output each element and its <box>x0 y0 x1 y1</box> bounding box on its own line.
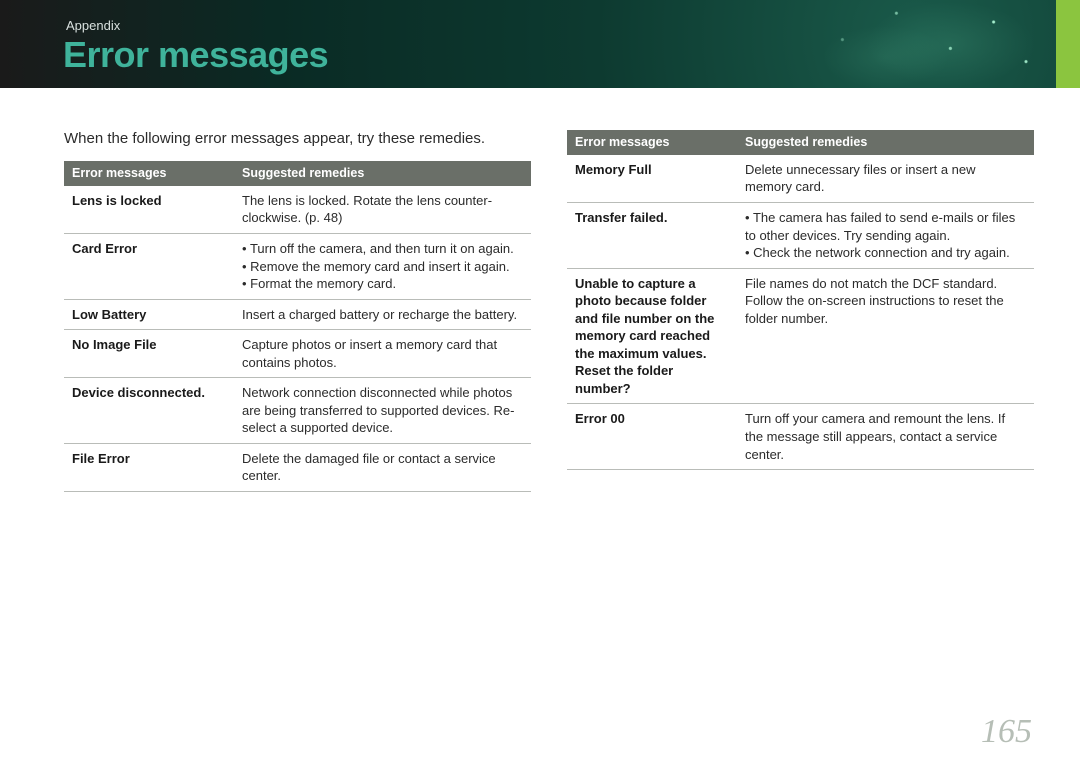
section-label: Appendix <box>66 18 120 33</box>
error-name: Memory Full <box>567 155 737 203</box>
error-name: Device disconnected. <box>64 378 234 444</box>
error-table-left: Error messages Suggested remedies Lens i… <box>64 161 531 492</box>
intro-text: When the following error messages appear… <box>64 130 531 147</box>
remedy-cell: The lens is locked. Rotate the lens coun… <box>234 186 531 234</box>
content-columns: When the following error messages appear… <box>64 130 1034 492</box>
error-table-right: Error messages Suggested remedies Memory… <box>567 130 1034 470</box>
error-name: Card Error <box>64 233 234 299</box>
remedy-list: Turn off the camera, and then turn it on… <box>242 240 523 293</box>
remedy-item: The camera has failed to send e-mails or… <box>745 209 1026 244</box>
table-row: Unable to capture a photo because folder… <box>567 268 1034 404</box>
error-name: Lens is locked <box>64 186 234 234</box>
table-row: Memory FullDelete unnecessary files or i… <box>567 155 1034 203</box>
right-column: Error messages Suggested remedies Memory… <box>567 130 1034 492</box>
error-name: Transfer failed. <box>567 202 737 268</box>
table-row: Low BatteryInsert a charged battery or r… <box>64 299 531 330</box>
page: Appendix Error messages When the followi… <box>0 0 1080 765</box>
remedy-list: The camera has failed to send e-mails or… <box>745 209 1026 262</box>
remedy-cell: Insert a charged battery or recharge the… <box>234 299 531 330</box>
remedy-cell: Delete unnecessary files or insert a new… <box>737 155 1034 203</box>
right-table-body: Memory FullDelete unnecessary files or i… <box>567 155 1034 470</box>
th-error: Error messages <box>64 161 234 186</box>
error-name: Low Battery <box>64 299 234 330</box>
remedy-item: Turn off the camera, and then turn it on… <box>242 240 523 258</box>
remedy-item: Format the memory card. <box>242 275 523 293</box>
page-title: Error messages <box>63 34 328 76</box>
remedy-item: Remove the memory card and insert it aga… <box>242 258 523 276</box>
table-row: Error 00Turn off your camera and remount… <box>567 404 1034 470</box>
remedy-item: Check the network connection and try aga… <box>745 244 1026 262</box>
error-name: Unable to capture a photo because folder… <box>567 268 737 404</box>
th-remedy: Suggested remedies <box>737 130 1034 155</box>
error-name: File Error <box>64 443 234 491</box>
left-column: When the following error messages appear… <box>64 130 531 492</box>
remedy-cell: Network connection disconnected while ph… <box>234 378 531 444</box>
side-tab-top <box>1056 0 1080 88</box>
table-row: File ErrorDelete the damaged file or con… <box>64 443 531 491</box>
table-row: Card Error Turn off the camera, and then … <box>64 233 531 299</box>
remedy-cell: Capture photos or insert a memory card t… <box>234 330 531 378</box>
table-row: No Image FileCapture photos or insert a … <box>64 330 531 378</box>
remedy-cell: The camera has failed to send e-mails or… <box>737 202 1034 268</box>
page-number: 165 <box>981 713 1032 751</box>
error-name: No Image File <box>64 330 234 378</box>
remedy-cell: Turn off your camera and remount the len… <box>737 404 1034 470</box>
remedy-cell: Delete the damaged file or contact a ser… <box>234 443 531 491</box>
error-name: Error 00 <box>567 404 737 470</box>
th-error: Error messages <box>567 130 737 155</box>
table-row: Transfer failed.The camera has failed to… <box>567 202 1034 268</box>
remedy-cell: Turn off the camera, and then turn it on… <box>234 233 531 299</box>
remedy-cell: File names do not match the DCF standard… <box>737 268 1034 404</box>
table-row: Lens is lockedThe lens is locked. Rotate… <box>64 186 531 234</box>
left-table-body: Lens is lockedThe lens is locked. Rotate… <box>64 186 531 492</box>
table-row: Device disconnected.Network connection d… <box>64 378 531 444</box>
th-remedy: Suggested remedies <box>234 161 531 186</box>
